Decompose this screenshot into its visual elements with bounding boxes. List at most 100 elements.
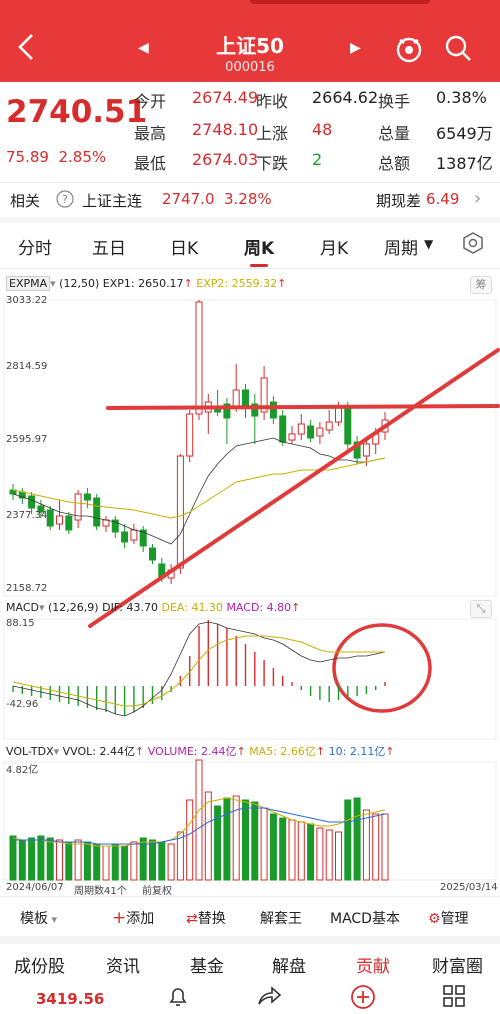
vol-frame [3, 761, 497, 881]
volume-bar [28, 837, 36, 881]
week-count: 周期数41个 [74, 886, 127, 897]
share-icon[interactable] [256, 984, 282, 1008]
unlock-king-button[interactable]: 解套王 [260, 911, 302, 927]
volume-bar [353, 797, 361, 881]
status-strip [250, 0, 430, 4]
kline-axis-min: 2158.72 [6, 583, 48, 594]
kline-axis-max: 3033.22 [6, 295, 48, 306]
candle-body [28, 495, 36, 509]
quote-value: 1387亿 [436, 154, 493, 173]
quote-panel: 2740.51 75.89 2.85% 今开 2674.49 昨收 2664.62 换手… [0, 82, 500, 182]
candle-body [111, 519, 119, 533]
help-icon[interactable]: ? [56, 190, 74, 208]
tab-0[interactable]: 分时 [18, 239, 52, 259]
expma-legend[interactable]: EXPMA ▾ (12,50) EXP1: 2650.17↑ EXP2: 2559… [6, 276, 286, 291]
bottom-index-value[interactable]: 3419.56 [36, 990, 105, 1008]
subtab-0[interactable]: 成份股 [14, 957, 65, 977]
tab-1[interactable]: 五日 [92, 239, 126, 259]
volume-bar [74, 839, 82, 881]
tab-3[interactable]: 周K [244, 234, 274, 267]
mascot-icon[interactable] [394, 34, 424, 64]
subtab-5[interactable]: 财富圈 [432, 957, 483, 977]
annotation-circle [332, 623, 432, 713]
svg-text:?: ? [62, 193, 68, 206]
volume-bar [9, 835, 17, 881]
date-start: 2024/06/07 [6, 882, 64, 893]
subtab-1[interactable]: 资讯 [106, 957, 140, 977]
subtab-3[interactable]: 解盘 [272, 957, 306, 977]
chevron-down-icon[interactable]: ▼ [424, 237, 434, 251]
back-arrow-icon[interactable] [14, 32, 38, 62]
tab-4[interactable]: 月K [320, 239, 349, 259]
template-button[interactable]: 模板 ▾ [20, 911, 58, 927]
quote-label: 上涨 [256, 124, 289, 143]
vol-ma5-line [12, 797, 386, 847]
quote-value: 0.38% [436, 88, 487, 107]
info-tabs: 成份股 资讯 基金 解盘 贡献 财富圈 [0, 946, 500, 982]
macd-legend[interactable]: MACD▾ (12,26,9) DIF: 43.70 DEA: 41.30 MA… [6, 601, 301, 614]
dif-line [12, 621, 386, 717]
bell-icon[interactable] [166, 984, 190, 1008]
candle-body [195, 301, 203, 415]
quote-value: 6549万 [436, 124, 493, 143]
search-icon[interactable] [444, 34, 472, 62]
exp1-line [12, 437, 386, 545]
volume-bar [93, 843, 101, 881]
stock-code: 000016 [225, 60, 275, 75]
quote-label: 换手 [378, 92, 411, 111]
exp2-line [12, 457, 386, 519]
vol-ma10-line [13, 807, 386, 845]
manage-button[interactable]: ⚙管理 [428, 911, 469, 927]
volume-bar [195, 759, 203, 881]
volume-bar [18, 839, 26, 881]
vol-legend[interactable]: VOL-TDX▾ VVOL: 2.44亿↑ VOLUME: 2.44亿↑ MA5… [6, 745, 395, 758]
chart-toolbar: 模板 ▾ +添加 ⇄替换 解套王 MACD基本 ⚙管理 [0, 898, 500, 936]
volume-bar [242, 799, 249, 881]
candle-body [176, 455, 184, 569]
candle-body [260, 377, 268, 413]
next-stock-button[interactable]: ▶ [350, 40, 361, 56]
prev-stock-button[interactable]: ◀ [138, 40, 149, 56]
volume-bar [65, 841, 73, 881]
dea-line [12, 635, 385, 707]
grid-menu-icon[interactable] [442, 984, 466, 1008]
candle-body [149, 547, 156, 561]
volume-bar [344, 799, 352, 881]
volume-bar [307, 823, 315, 881]
candle-body [46, 509, 54, 527]
candle-body [65, 515, 73, 531]
settings-icon[interactable] [462, 232, 484, 254]
expand-icon[interactable]: ⤡ [470, 600, 492, 618]
subtab-2[interactable]: 基金 [190, 957, 224, 977]
volume-bar [251, 801, 259, 881]
related-futures-row[interactable]: 相关 ? 上证主连 2747.0 3.28% 期现差 6.49 › [0, 184, 500, 216]
kline-chart[interactable] [0, 294, 500, 894]
macd-frame [3, 618, 497, 740]
related-name: 上证主连 [82, 192, 143, 210]
add-watchlist-icon[interactable] [350, 984, 376, 1010]
tab-2[interactable]: 日K [170, 239, 199, 259]
macd-basic-button[interactable]: MACD基本 [330, 911, 400, 927]
volume-bar [223, 797, 231, 881]
candle-body [186, 413, 194, 457]
replace-button[interactable]: ⇄替换 [186, 911, 226, 927]
tab-5[interactable]: 周期 [384, 239, 418, 259]
chevron-right-icon[interactable]: › [474, 188, 482, 209]
candle-body [37, 505, 45, 513]
gear-icon: ⚙ [428, 911, 441, 927]
candle-body [102, 519, 110, 527]
related-label: 相关 [10, 192, 41, 210]
candle-body [93, 497, 101, 527]
volume-bar [167, 843, 175, 881]
annotation-horizontal-line [106, 404, 500, 410]
period-tabs: 分时 五日 日K 周K 月K 周期 ▼ [0, 224, 500, 267]
subtab-4[interactable]: 贡献 [356, 957, 390, 977]
add-button[interactable]: +添加 [112, 908, 155, 928]
candle-body [344, 405, 352, 445]
quote-label: 最高 [134, 124, 167, 143]
candle-body [56, 515, 63, 525]
candle-body [83, 493, 91, 501]
chip-button[interactable]: 筹 [470, 276, 492, 294]
volume-bar [176, 831, 184, 881]
volume-bar [158, 841, 166, 881]
